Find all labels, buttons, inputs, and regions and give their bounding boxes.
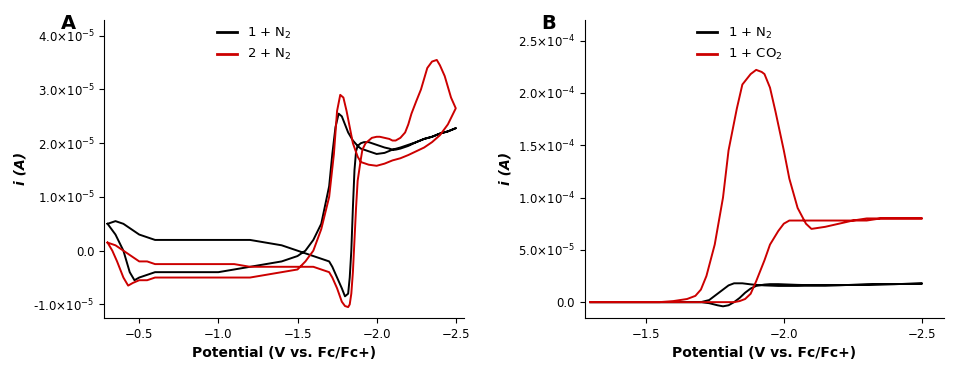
Text: B: B	[541, 14, 557, 33]
Text: A: A	[61, 14, 77, 33]
Legend: 1 + N$_2$, 1 + CO$_2$: 1 + N$_2$, 1 + CO$_2$	[692, 20, 787, 68]
X-axis label: Potential (V vs. Fc/Fc+): Potential (V vs. Fc/Fc+)	[673, 346, 856, 360]
Y-axis label: i (A): i (A)	[498, 152, 513, 185]
Legend: 1 + N$_2$, 2 + N$_2$: 1 + N$_2$, 2 + N$_2$	[212, 20, 297, 68]
X-axis label: Potential (V vs. Fc/Fc+): Potential (V vs. Fc/Fc+)	[192, 346, 376, 360]
Y-axis label: i (A): i (A)	[13, 152, 28, 185]
